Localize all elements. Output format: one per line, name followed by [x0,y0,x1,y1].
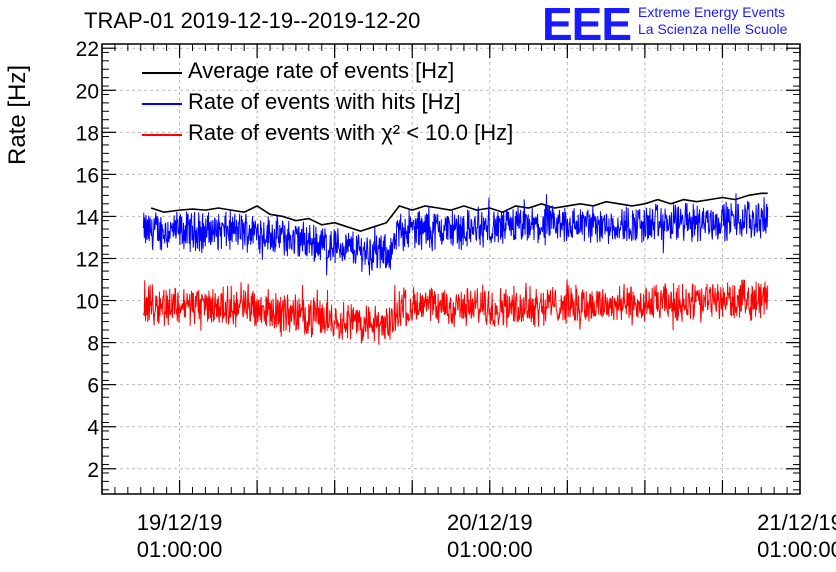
y-tick-label: 20 [76,80,99,103]
y-tick-label: 4 [87,417,99,440]
legend-label-hits: Rate of events with hits [Hz] [188,89,461,114]
plot-frame [101,43,801,495]
x-tick-time: 01:00:00 [137,537,223,562]
eee-logo-mark: EEE [542,0,632,50]
chart-title: TRAP-01 2019-12-19--2019-12-20 [84,8,421,33]
series-line-average [150,192,768,232]
y-axis-label: Rate [Hz] [4,64,31,165]
y-tick-label: 14 [76,206,100,229]
chart-series [142,192,769,345]
series-line-hits [142,193,769,276]
y-tick-label: 18 [76,122,99,145]
x-tick-date: 19/12/19 [137,510,223,535]
legend-label-chi2: Rate of events with χ² < 10.0 [Hz] [188,120,514,145]
y-tick-label: 6 [87,375,99,398]
y-tick-labels: 2 4 6 8 10 12 14 16 18 20 22 [76,38,100,482]
legend-swatch-average [142,72,182,74]
logo-line-1: Extreme Energy Events [638,4,786,20]
y-tick-label: 22 [76,38,99,61]
y-tick-label: 10 [76,291,99,314]
y-tick-label: 12 [76,248,99,271]
x-tick-date: 21/12/19 [757,510,836,535]
legend-swatch-hits [142,103,182,105]
y-tick-label: 2 [87,459,99,482]
logo-line-2: La Scienza nelle Scuole [638,21,788,37]
y-tick-label: 16 [76,164,99,187]
x-tick-time: 01:00:00 [447,537,533,562]
chart-grid [101,44,801,494]
x-tick-date: 20/12/19 [447,510,533,535]
legend-label-average: Average rate of events [Hz] [188,58,455,83]
chart-axes [101,43,801,495]
x-tick-labels: 19/12/1901:00:0020/12/1901:00:0021/12/19… [137,510,836,562]
eee-logo-text: Extreme Energy Events La Scienza nelle S… [638,4,787,38]
y-tick-label: 8 [87,333,99,356]
series-line-chi2 [142,279,769,345]
legend-swatch-chi2 [142,134,182,136]
x-tick-time: 01:00:00 [757,537,836,562]
